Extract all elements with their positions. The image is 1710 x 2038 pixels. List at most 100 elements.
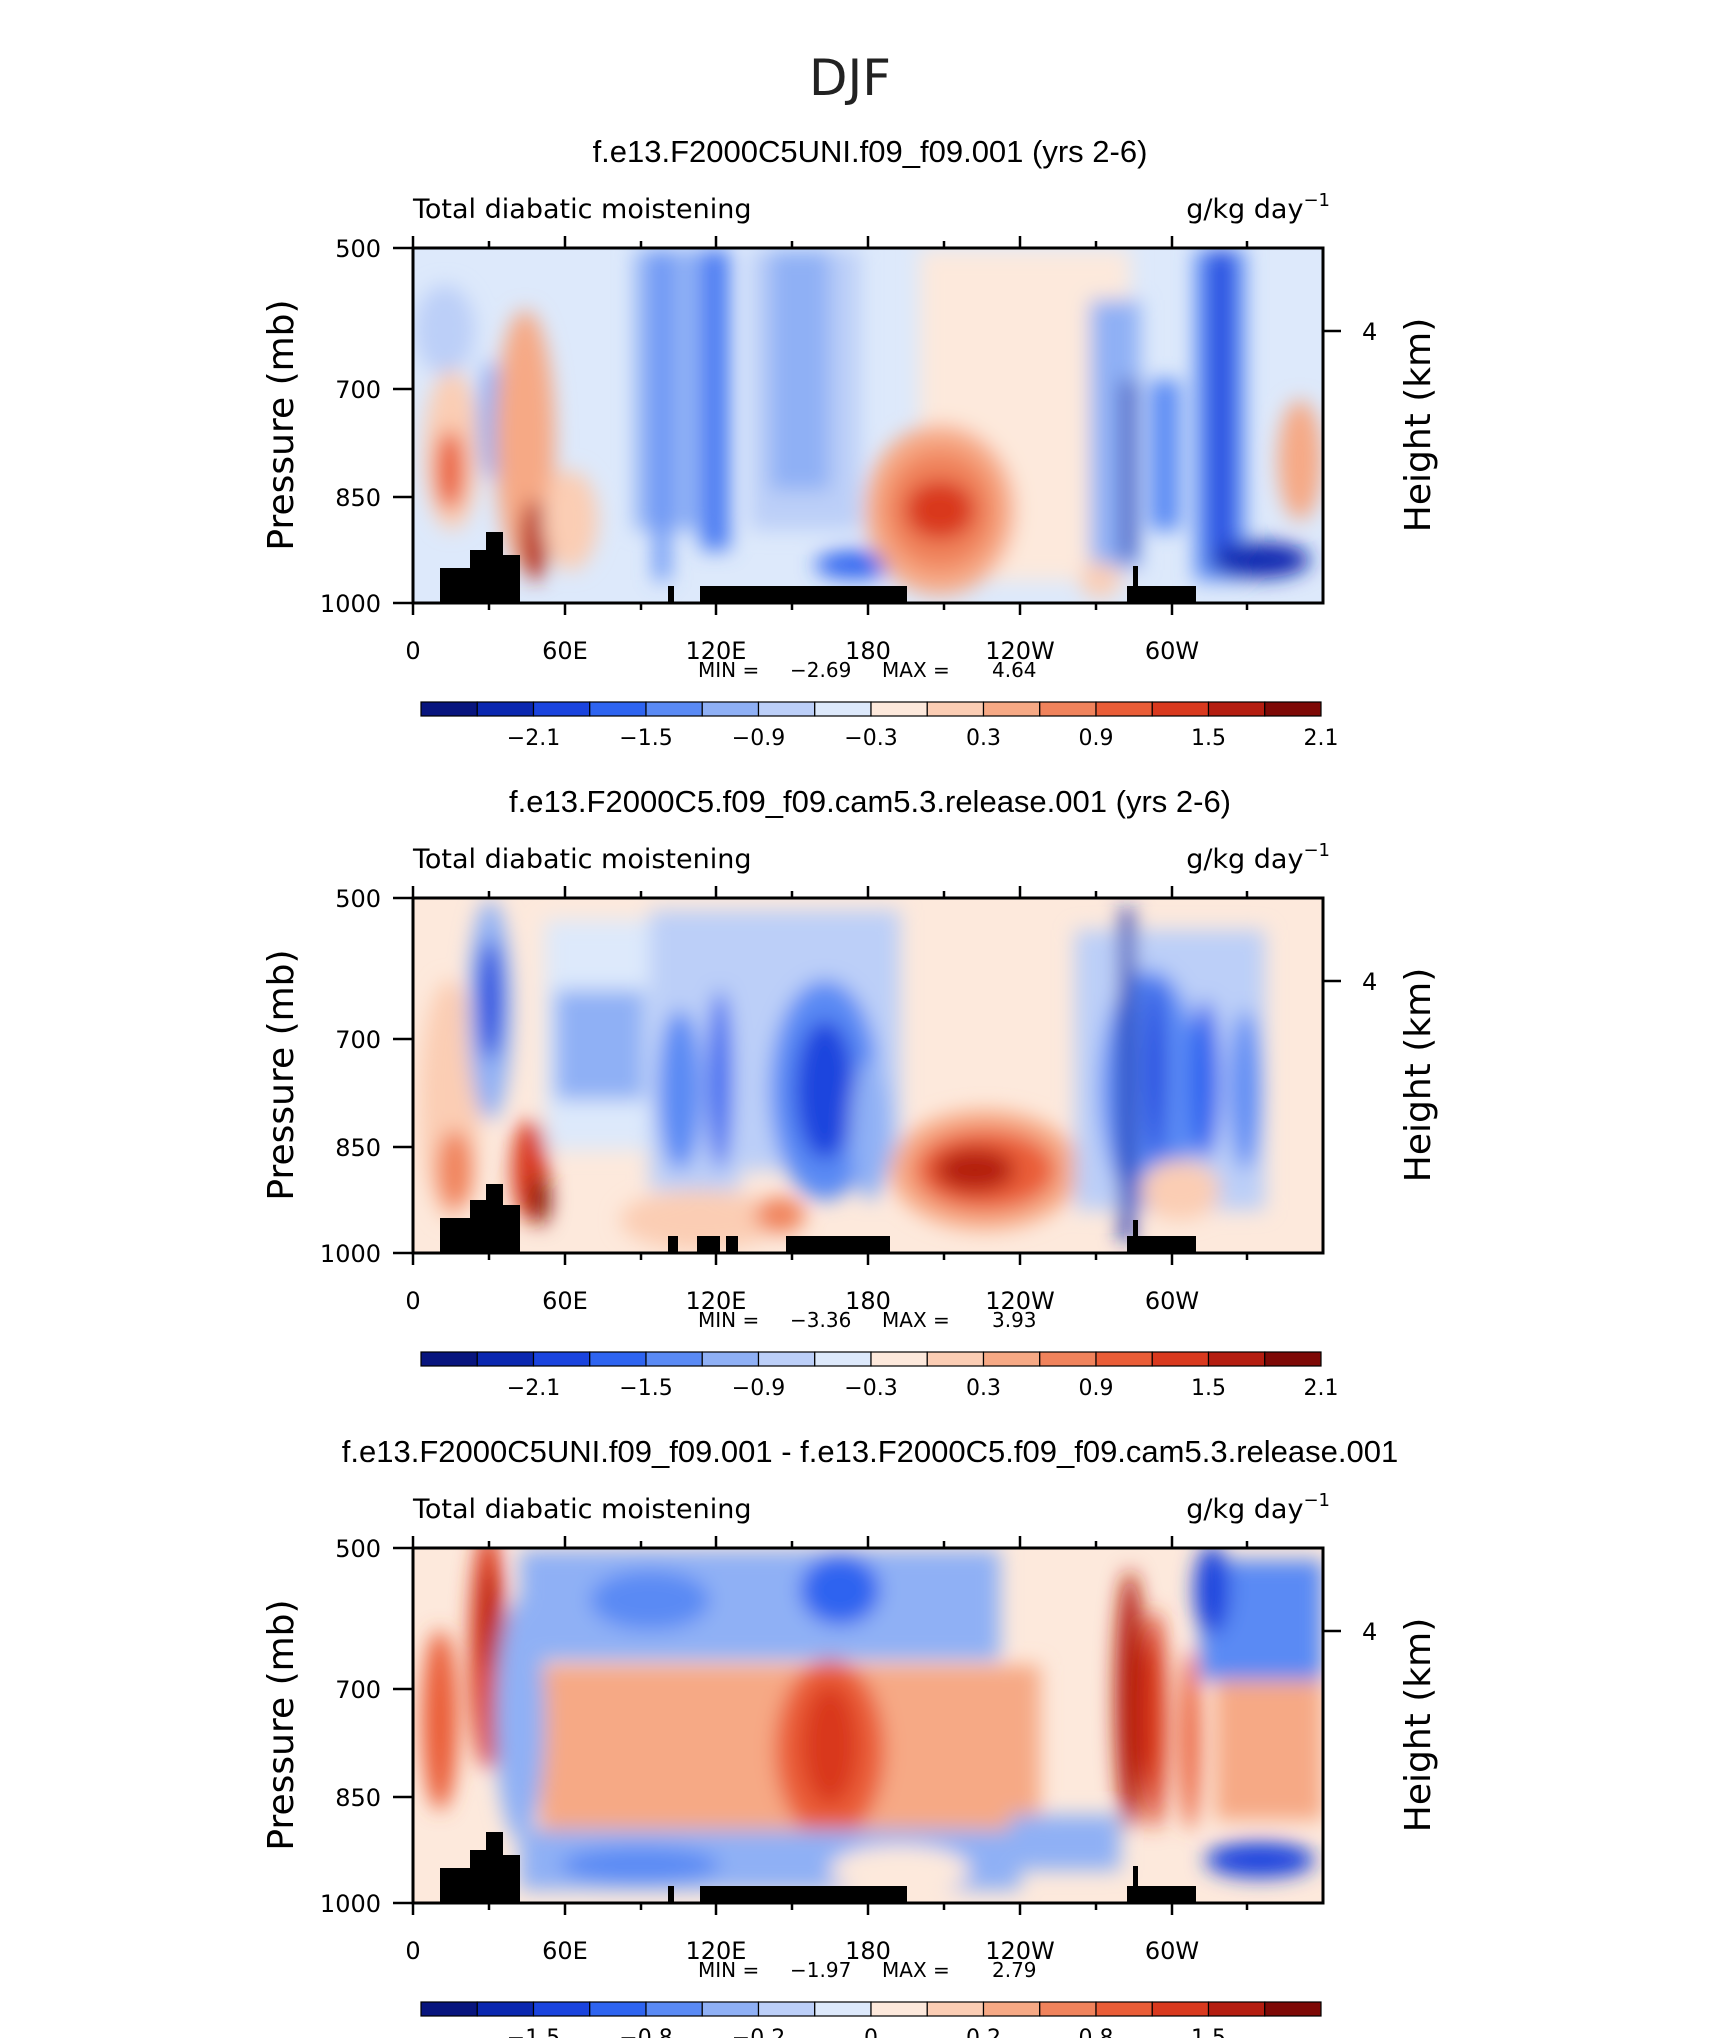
- y-axis-label: Pressure (mb): [261, 949, 302, 1200]
- contour-field: [413, 1548, 1323, 1903]
- y-tick-label: 500: [335, 235, 381, 263]
- contour-field: [413, 248, 1323, 603]
- colorbar-tick-label: −0.2: [732, 2026, 785, 2038]
- colorbar: −2.1 −1.5 −0.9 −0.3 0.3 0.9 1.5 2.1: [420, 701, 1339, 751]
- colorbar-tick-label: −0.3: [844, 726, 897, 751]
- x-tick-label: 60E: [542, 1287, 588, 1315]
- colorbar-tick-label: −2.1: [507, 1376, 560, 1401]
- y-tick-label: 700: [335, 1676, 381, 1704]
- colorbar-tick-label: 0.9: [1079, 1376, 1114, 1401]
- colorbar-tick-label: 0.8: [1079, 2026, 1114, 2038]
- y-axis-label-right: Height (km): [1398, 1618, 1439, 1832]
- colorbar-swatch: [1264, 701, 1322, 717]
- y-axis-label-right: Height (km): [1398, 318, 1439, 532]
- colorbar-tick-label: 1.5: [1191, 1376, 1226, 1401]
- colorbar-swatch: [757, 1351, 816, 1367]
- colorbar-swatch: [814, 2001, 872, 2017]
- x-tick-label: 120W: [985, 637, 1055, 665]
- colorbar-swatch: [1095, 701, 1153, 717]
- units-label: g/kg day−1: [1186, 840, 1330, 875]
- x-axis: [411, 236, 1249, 615]
- colorbar-swatch: [926, 1351, 985, 1367]
- colorbar-swatch: [701, 701, 760, 717]
- min-value: −1.97: [790, 1958, 851, 1982]
- colorbar-swatch: [645, 701, 703, 717]
- colorbar-swatch: [982, 701, 1041, 717]
- units-label: g/kg day−1: [1186, 190, 1330, 225]
- colorbar-swatch: [420, 701, 478, 717]
- colorbar-swatch: [420, 1351, 478, 1367]
- x-tick-label: 120E: [686, 1287, 747, 1315]
- colorbar-swatch: [645, 1351, 703, 1367]
- x-tick-label: 60W: [1145, 1937, 1199, 1965]
- colorbar-swatch: [982, 1351, 1041, 1367]
- x-tick-label: 180: [845, 1287, 891, 1315]
- colorbar-swatch: [589, 2001, 647, 2017]
- colorbar-tick-label: −0.8: [619, 2026, 672, 2038]
- panel-title: f.e13.F2000C5UNI.f09_f09.001 - f.e13.F20…: [342, 1434, 1398, 1469]
- colorbar-swatch: [645, 2001, 703, 2017]
- colorbar-swatch: [1207, 701, 1266, 717]
- colorbar-swatch: [589, 701, 647, 717]
- y-axis: [393, 1546, 1341, 1905]
- colorbar-tick-label: −1.5: [507, 2026, 560, 2038]
- y-tick-label: 500: [335, 1535, 381, 1563]
- x-tick-label: 60W: [1145, 1287, 1199, 1315]
- colorbar-swatch: [1095, 2001, 1153, 2017]
- colorbar-swatch: [1039, 701, 1097, 717]
- panel-1: f.e13.F2000C5UNI.f09_f09.001 (yrs 2-6) T…: [261, 134, 1439, 751]
- colorbar-tick-label: 0.3: [966, 1376, 1001, 1401]
- y-tick-label: 1000: [320, 1240, 381, 1268]
- colorbar-swatch: [1151, 701, 1210, 717]
- colorbar-swatch: [1039, 2001, 1097, 2017]
- y-tick-label: 1000: [320, 590, 381, 618]
- colorbar-swatch: [814, 1351, 872, 1367]
- colorbar-swatch: [1264, 2001, 1322, 2017]
- min-label: MIN =: [698, 1958, 759, 1982]
- y-axis: [393, 896, 1341, 1255]
- y-tick-label: 850: [335, 1134, 381, 1162]
- colorbar-swatch: [814, 701, 872, 717]
- colorbar-swatch: [1264, 1351, 1322, 1367]
- y-axis-label: Pressure (mb): [261, 299, 302, 550]
- colorbar-swatch: [476, 701, 535, 717]
- x-tick-label: 0: [405, 1287, 420, 1315]
- colorbar-swatch: [1039, 1351, 1097, 1367]
- y-right-tick-label: 4: [1362, 318, 1377, 346]
- colorbar-swatch: [870, 1351, 928, 1367]
- colorbar-swatch: [476, 1351, 535, 1367]
- min-value: −3.36: [790, 1308, 851, 1332]
- colorbar-swatch: [1151, 1351, 1210, 1367]
- y-axis-label-right: Height (km): [1398, 968, 1439, 1182]
- y-tick-label: 700: [335, 1026, 381, 1054]
- colorbar: −1.5 −0.8 −0.2 0 0.2 0.8 1.5: [420, 2001, 1322, 2038]
- left-label: Total diabatic moistening: [412, 194, 751, 225]
- colorbar-tick-label: 1.5: [1191, 726, 1226, 751]
- colorbar-tick-label: −0.9: [732, 1376, 785, 1401]
- colorbar-tick-label: 2.1: [1304, 1376, 1339, 1401]
- min-value: −2.69: [790, 658, 851, 682]
- colorbar-tick-label: 1.5: [1191, 2026, 1226, 2038]
- colorbar-swatch: [701, 1351, 760, 1367]
- max-value: 3.93: [992, 1308, 1037, 1332]
- colorbar-tick-label: 0.9: [1079, 726, 1114, 751]
- colorbar-swatch: [757, 701, 816, 717]
- contour-field: [413, 898, 1323, 1253]
- min-label: MIN =: [698, 658, 759, 682]
- colorbar-swatch: [870, 701, 928, 717]
- colorbar-tick-label: 0.3: [966, 726, 1001, 751]
- y-axis-label: Pressure (mb): [261, 1599, 302, 1850]
- min-label: MIN =: [698, 1308, 759, 1332]
- colorbar-swatch: [1151, 2001, 1210, 2017]
- y-tick-label: 850: [335, 484, 381, 512]
- colorbar-tick-label: 2.1: [1304, 726, 1339, 751]
- units-label: g/kg day−1: [1186, 1490, 1330, 1525]
- panel-3: f.e13.F2000C5UNI.f09_f09.001 - f.e13.F20…: [261, 1434, 1439, 2038]
- colorbar-swatch: [1095, 1351, 1153, 1367]
- max-value: 2.79: [992, 1958, 1037, 1982]
- x-axis: [411, 1536, 1249, 1915]
- colorbar-tick-label: −1.5: [619, 726, 672, 751]
- y-tick-label: 500: [335, 885, 381, 913]
- max-label: MAX =: [882, 658, 950, 682]
